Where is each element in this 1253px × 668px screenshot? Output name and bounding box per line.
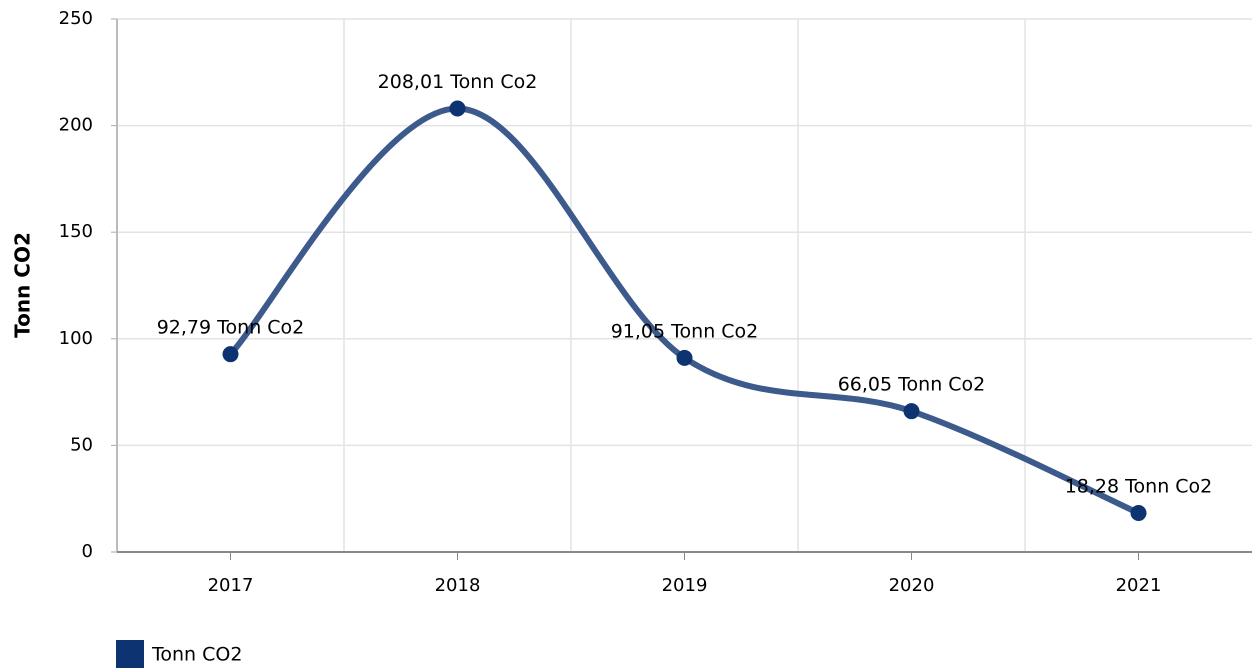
data-label: 91,05 Tonn Co2 — [611, 320, 759, 342]
data-label: 66,05 Tonn Co2 — [838, 374, 986, 396]
legend-label: Tonn CO2 — [151, 644, 242, 666]
x-tick-label: 2020 — [889, 575, 935, 596]
y-tick-label: 250 — [59, 8, 93, 29]
x-tick-label: 2017 — [208, 575, 254, 596]
y-tick-label: 150 — [59, 221, 93, 242]
data-point — [1130, 505, 1147, 522]
data-label: 92,79 Tonn Co2 — [157, 317, 305, 339]
x-tick-label: 2018 — [435, 575, 481, 596]
y-axis-label: Tonn CO2 — [11, 232, 35, 338]
data-point — [903, 403, 920, 420]
data-label: 18,28 Tonn Co2 — [1065, 476, 1213, 498]
legend-swatch — [116, 640, 144, 668]
y-tick-label: 200 — [59, 115, 93, 136]
series-line — [227, 105, 1142, 517]
y-tick-label: 50 — [70, 434, 93, 455]
y-tick-label: 0 — [82, 541, 93, 562]
y-tick-label: 100 — [59, 328, 93, 349]
data-point — [222, 346, 239, 363]
data-point — [676, 349, 693, 366]
data-point — [449, 100, 466, 117]
x-tick-label: 2019 — [662, 575, 708, 596]
x-tick-label: 2021 — [1116, 575, 1162, 596]
data-label: 208,01 Tonn Co2 — [378, 71, 538, 93]
